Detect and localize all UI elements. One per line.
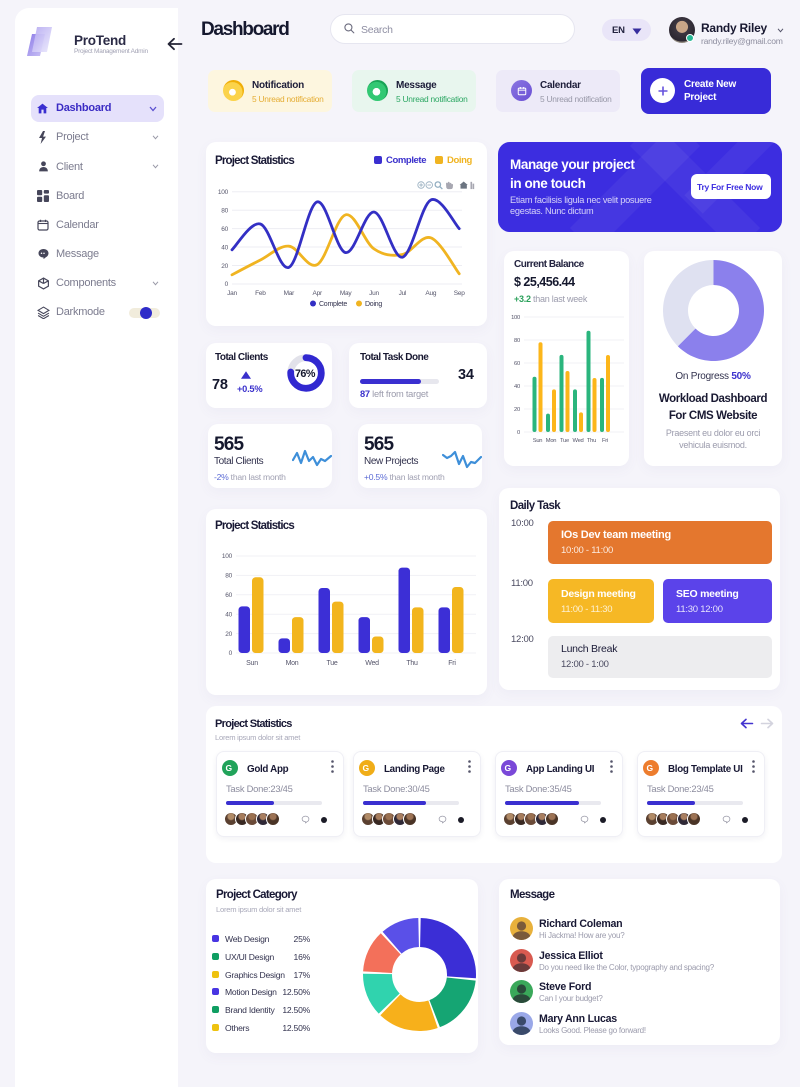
svg-text:Sep: Sep <box>454 290 465 297</box>
svg-text:Sun: Sun <box>246 660 258 667</box>
svg-text:Mon: Mon <box>286 660 299 667</box>
svg-text:60: 60 <box>221 226 228 233</box>
svg-text:Doing: Doing <box>365 301 382 308</box>
svg-text:Jan: Jan <box>227 290 237 297</box>
svg-text:80: 80 <box>225 573 232 580</box>
svg-text:Thu: Thu <box>406 660 418 667</box>
svg-text:Complete: Complete <box>319 301 347 308</box>
svg-text:0: 0 <box>517 430 520 436</box>
svg-text:80: 80 <box>221 208 228 215</box>
svg-text:100: 100 <box>511 315 520 321</box>
svg-text:40: 40 <box>225 612 232 619</box>
svg-text:Sun: Sun <box>533 438 543 444</box>
svg-text:Tue: Tue <box>326 660 337 667</box>
svg-text:0: 0 <box>229 650 233 657</box>
svg-text:40: 40 <box>221 245 228 252</box>
svg-text:76%: 76% <box>295 368 316 380</box>
svg-text:May: May <box>340 290 353 297</box>
svg-text:80: 80 <box>514 338 520 344</box>
svg-text:Jun: Jun <box>369 290 379 297</box>
svg-text:Wed: Wed <box>572 438 583 444</box>
svg-text:Mar: Mar <box>284 290 296 297</box>
svg-text:60: 60 <box>225 592 232 599</box>
svg-text:Tue: Tue <box>560 438 569 444</box>
svg-text:20: 20 <box>514 407 520 413</box>
svg-text:Fri: Fri <box>448 660 456 667</box>
svg-text:Wed: Wed <box>365 660 379 667</box>
svg-text:60: 60 <box>514 361 520 367</box>
svg-text:Fri: Fri <box>602 438 608 444</box>
svg-text:100: 100 <box>218 189 229 196</box>
svg-text:40: 40 <box>514 384 520 390</box>
svg-text:20: 20 <box>221 263 228 270</box>
svg-text:100: 100 <box>222 553 233 560</box>
svg-text:Thu: Thu <box>587 438 596 444</box>
svg-text:Aug: Aug <box>425 290 436 297</box>
svg-text:Apr: Apr <box>313 290 323 297</box>
svg-text:Feb: Feb <box>255 290 266 297</box>
svg-text:Mon: Mon <box>546 438 557 444</box>
svg-text:20: 20 <box>225 631 232 638</box>
svg-text:Jul: Jul <box>399 290 407 297</box>
svg-text:0: 0 <box>225 281 229 288</box>
